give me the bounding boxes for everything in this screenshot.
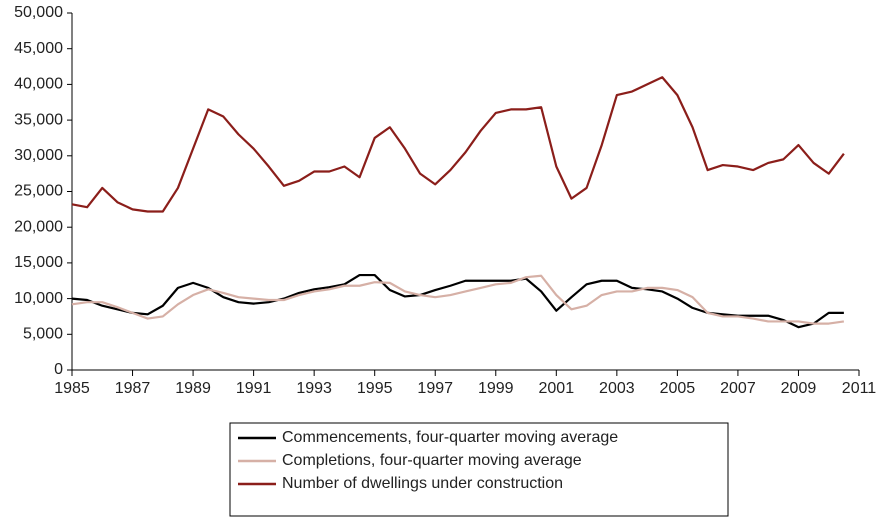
x-tick-label: 1993 xyxy=(296,380,332,397)
legend-label: Completions, four-quarter moving average xyxy=(282,452,582,469)
x-tick-label: 1995 xyxy=(357,380,393,397)
x-tick-label: 2011 xyxy=(842,380,877,397)
y-tick-label: 0 xyxy=(54,361,63,378)
y-tick-label: 50,000 xyxy=(14,4,63,21)
y-tick-label: 10,000 xyxy=(14,290,63,307)
series-line xyxy=(71,273,844,329)
x-tick-label: 1991 xyxy=(236,380,272,397)
y-tick-label: 25,000 xyxy=(14,183,63,200)
series-line xyxy=(71,274,845,325)
legend-box xyxy=(229,422,729,517)
x-tick-label: 1997 xyxy=(417,380,453,397)
x-tick-label: 1989 xyxy=(175,380,211,397)
x-tick-label: 2005 xyxy=(660,380,696,397)
x-tick-label: 2001 xyxy=(539,380,575,397)
y-tick-label: 40,000 xyxy=(14,76,63,93)
legend-label: Number of dwellings under construction xyxy=(282,475,563,492)
y-tick-label: 20,000 xyxy=(14,218,63,235)
x-tick-label: 1987 xyxy=(115,380,151,397)
x-tick-label: 2003 xyxy=(599,380,635,397)
x-tick-label: 2009 xyxy=(781,380,817,397)
y-tick-label: 45,000 xyxy=(14,40,63,57)
legend-label: Commencements, four-quarter moving avera… xyxy=(282,429,618,446)
x-tick-label: 1985 xyxy=(54,380,90,397)
y-tick-label: 15,000 xyxy=(14,254,63,271)
x-tick-label: 2007 xyxy=(720,380,756,397)
x-tick-label: 1999 xyxy=(478,380,514,397)
y-tick-label: 5,000 xyxy=(23,326,63,343)
y-tick-label: 30,000 xyxy=(14,147,63,164)
y-tick-label: 35,000 xyxy=(14,111,63,128)
series-line xyxy=(71,76,845,213)
